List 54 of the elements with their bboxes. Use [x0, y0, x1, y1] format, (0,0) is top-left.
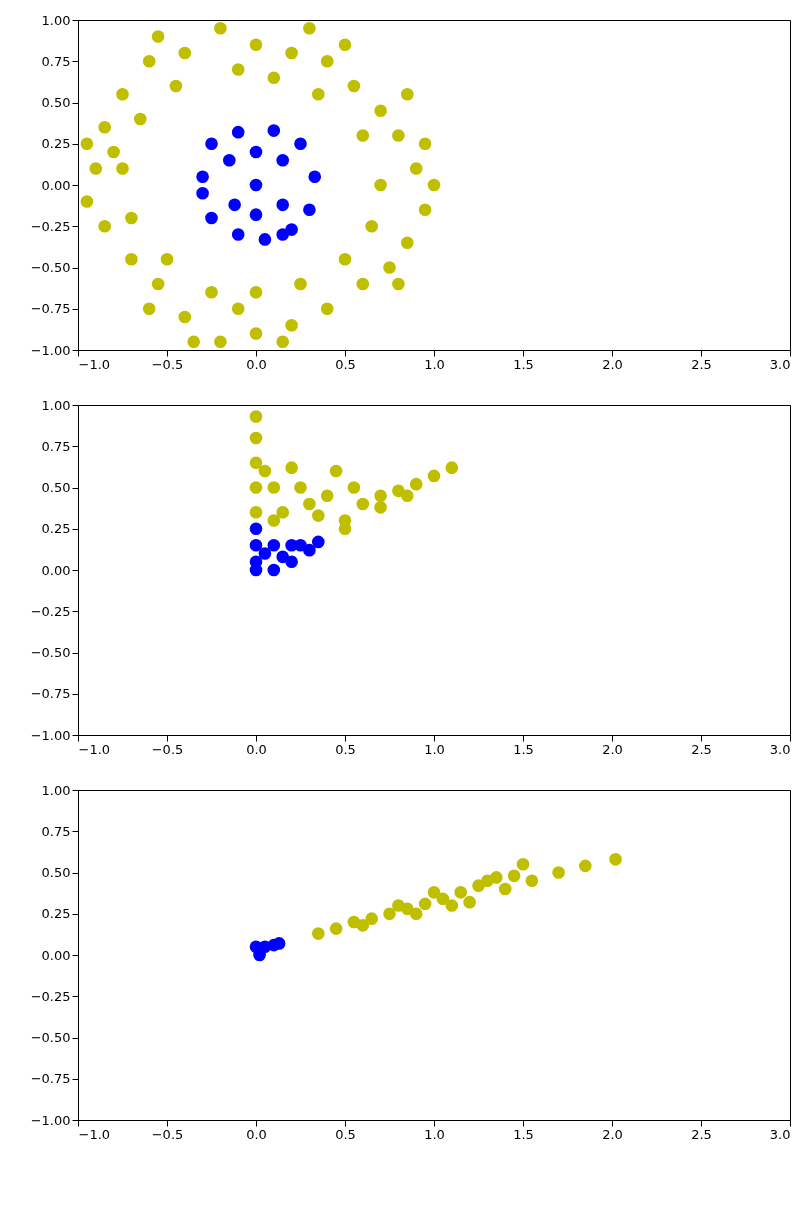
x-tick-label: 1.0 [424, 1126, 445, 1142]
y-tick-label: −0.50 [30, 1030, 71, 1045]
x-tick-label: 1.0 [424, 356, 445, 372]
x-tick-label: 3.0 [769, 1126, 791, 1142]
y-tick-label: −0.75 [30, 1071, 71, 1087]
y-tick-label: −0.75 [30, 686, 71, 702]
y-tick-label: −0.25 [30, 988, 71, 1004]
x-tick-label: 1.5 [513, 741, 534, 757]
x-tick-label: 2.0 [602, 356, 623, 372]
x-tick-label: 1.5 [513, 356, 534, 372]
y-tick-label: 0.25 [41, 521, 71, 537]
y-tick-label: −1.00 [30, 1112, 71, 1128]
y-tick-label: 0.75 [41, 438, 71, 454]
x-tick-label: 0.0 [246, 1126, 267, 1142]
x-tick-label: −0.5 [151, 741, 184, 757]
y-tick-label: 0.25 [41, 136, 71, 152]
x-tick-label: 0.5 [335, 1126, 356, 1142]
y-tick-label: −0.50 [30, 260, 71, 275]
y-tick-label: 0.50 [41, 95, 71, 110]
x-tick-label: −1.0 [78, 1126, 111, 1142]
x-tick-label: 2.0 [602, 741, 623, 757]
x-tick-label: 0.0 [246, 356, 267, 372]
y-tick-label: 1.00 [41, 397, 71, 413]
y-tick-label: 0.75 [41, 53, 71, 69]
x-tick-label: 0.0 [246, 741, 267, 757]
x-tick-label: 2.0 [602, 1126, 623, 1142]
y-tick-label: −1.00 [30, 342, 71, 358]
y-tick-label: −0.75 [30, 301, 71, 317]
y-tick-label: 0.00 [41, 177, 71, 193]
x-tick-label: 1.5 [513, 1126, 534, 1142]
y-tick-label: 0.00 [41, 562, 71, 578]
y-tick-label: 0.75 [41, 823, 71, 839]
x-tick-label: −0.5 [151, 356, 184, 372]
x-tick-label: 2.5 [691, 741, 712, 757]
y-tick-label: −0.25 [30, 603, 71, 619]
y-tick-label: 1.00 [41, 12, 71, 28]
y-tick-label: 1.00 [41, 782, 71, 798]
y-tick-label: 0.25 [41, 906, 71, 922]
y-tick-label: 0.50 [41, 480, 71, 495]
x-tick-label: 2.5 [691, 356, 712, 372]
y-tick-label: 0.00 [41, 947, 71, 963]
x-tick-label: 3.0 [769, 356, 791, 372]
y-tick-label: −1.00 [30, 727, 71, 743]
x-tick-label: −1.0 [78, 356, 111, 372]
x-tick-label: 0.5 [335, 741, 356, 757]
y-tick-label: −0.50 [30, 645, 71, 660]
x-tick-label: 1.0 [424, 741, 445, 757]
x-tick-label: −1.0 [78, 741, 111, 757]
x-tick-label: 3.0 [769, 741, 791, 757]
y-tick-label: 0.50 [41, 865, 71, 880]
y-tick-label: −0.25 [30, 218, 71, 234]
x-tick-label: 2.5 [691, 1126, 712, 1142]
x-tick-label: −0.5 [151, 1126, 184, 1142]
x-tick-label: 0.5 [335, 356, 356, 372]
